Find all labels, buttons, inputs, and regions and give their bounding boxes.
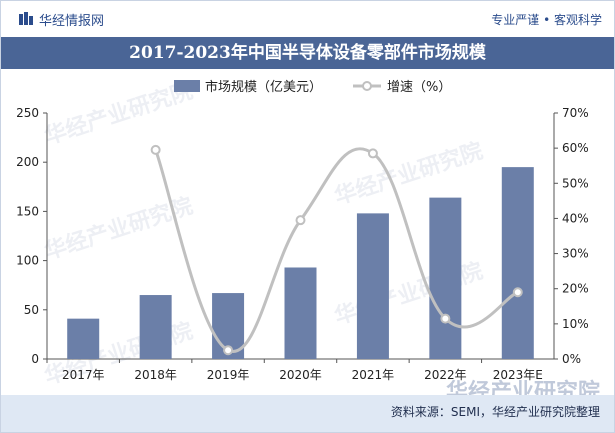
legend-bar-swatch <box>174 80 200 92</box>
slogan: 专业严谨 • 客观科学 <box>491 13 602 27</box>
growth-point-2022年 <box>440 313 451 324</box>
brand-name: 华经情报网 <box>39 14 105 29</box>
left-axis-tick-label: 50 <box>24 303 39 317</box>
x-axis-tick-label: 2022年 <box>424 368 467 382</box>
legend-bar-label: 市场规模（亿美元） <box>205 79 322 95</box>
title-bar: 2017-2023年中国半导体设备零部件市场规模 <box>1 37 614 69</box>
right-axis-tick-label: 30% <box>562 247 589 261</box>
x-axis-tick-label: 2017年 <box>62 368 105 382</box>
x-axis-tick-label: 2018年 <box>134 368 177 382</box>
left-axis-tick-label: 0 <box>31 352 39 366</box>
left-axis-tick-label: 100 <box>16 254 39 268</box>
legend-line-label: 增速（%） <box>387 80 451 95</box>
right-axis-tick-label: 70% <box>562 106 589 120</box>
right-axis-tick-label: 0% <box>562 352 581 366</box>
x-axis-tick-label: 2023年E <box>493 368 543 382</box>
right-axis-tick-label: 40% <box>562 211 589 225</box>
growth-point-2019年 <box>223 345 234 356</box>
growth-line <box>154 147 519 353</box>
right-axis-tick-label: 60% <box>562 141 589 155</box>
growth-point-2018年 <box>150 144 161 155</box>
right-axis-tick-label: 10% <box>562 317 589 331</box>
source-note: 资料来源：SEMI，华经产业研究院整理 <box>390 405 600 419</box>
bar-2020年 <box>284 267 317 359</box>
legend-line-marker <box>362 81 372 91</box>
left-axis-tick-label: 250 <box>16 106 39 120</box>
footer-bar: 资料来源：SEMI，华经产业研究院整理 <box>1 395 614 432</box>
left-axis-tick-label: 150 <box>16 204 39 218</box>
left-axis-tick-label: 200 <box>16 155 39 169</box>
bar-2018年 <box>139 295 172 359</box>
right-axis-tick-label: 20% <box>562 282 589 296</box>
growth-point-2023年E <box>512 287 523 298</box>
right-axis-tick-label: 50% <box>562 176 589 190</box>
chart-svg: 0 50 100 150 200 250 0% 10% 20% 30% 40% 50% 60% 70% 20… <box>16 79 589 382</box>
top-bar: 华经情报网 专业严谨 • 客观科学 <box>1 1 614 37</box>
bar-2023年E <box>501 167 534 359</box>
x-axis-tick-label: 2021年 <box>352 368 395 382</box>
bar-2021年 <box>356 213 389 359</box>
logo-icon <box>19 12 33 25</box>
bar-2017年 <box>67 318 100 359</box>
bar-2022年 <box>429 197 462 359</box>
x-axis-tick-label: 2019年 <box>207 368 250 382</box>
growth-point-2021年 <box>367 148 378 159</box>
growth-point-2020年 <box>295 215 306 226</box>
chart-title: 2017-2023年中国半导体设备零部件市场规模 <box>129 43 486 63</box>
x-axis-tick-label: 2020年 <box>279 368 322 382</box>
